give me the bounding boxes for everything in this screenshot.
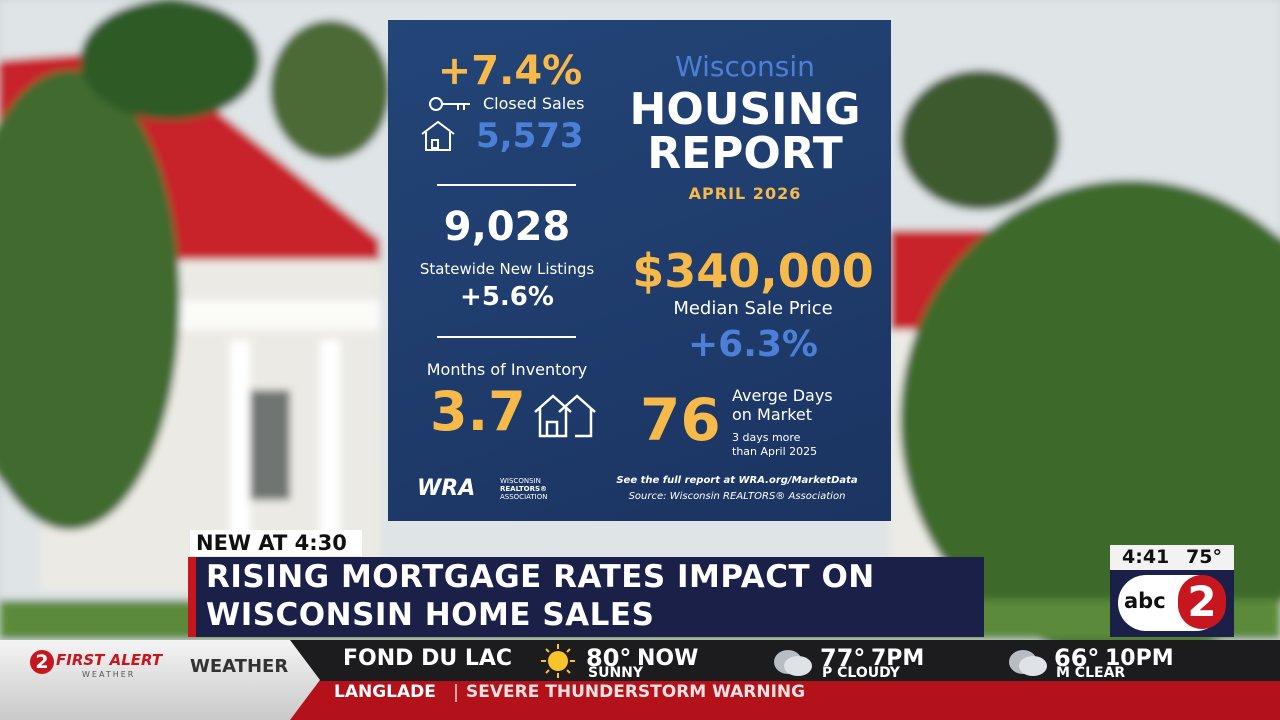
temperature: 75°	[1186, 546, 1222, 568]
title-date: APRIL 2026	[688, 184, 802, 203]
channel: 2	[1178, 575, 1226, 629]
network: abc	[1124, 589, 1166, 613]
new-listings-change: +5.6%	[460, 282, 554, 312]
key-house-icon	[421, 97, 470, 151]
cloud-icon	[1009, 650, 1047, 676]
wra-logo-text: WISCONSIN	[500, 477, 541, 485]
headline: WISCONSIN HOME SALES	[206, 597, 655, 633]
new-listings-value: 9,028	[443, 204, 571, 250]
logo-sub: WEATHER	[82, 670, 136, 679]
logo-text: FIRST ALERT	[56, 651, 163, 669]
closed-sales-change: +7.4%	[437, 48, 583, 94]
wra-logo: WRA	[417, 476, 476, 501]
divider	[437, 336, 576, 338]
inventory-label: Months of Inventory	[426, 360, 588, 379]
alert-text: SEVERE THUNDERSTORM WARNING	[466, 682, 806, 702]
headline: RISING MORTGAGE RATES IMPACT ON	[206, 559, 875, 595]
title-line1: HOUSING	[629, 84, 861, 135]
infographic: +7.4% Closed Sales 5,573 9,028 Statewide…	[388, 20, 891, 521]
houses-icon	[534, 394, 596, 438]
footer-source: Source: Wisconsin REALTORS® Association	[628, 491, 846, 502]
forecast-time: 7PM	[871, 646, 925, 671]
forecast-condition: M CLEAR	[1056, 665, 1126, 681]
median-price-value: $340,000	[632, 244, 874, 298]
time-strip	[1110, 545, 1234, 570]
time: 4:41	[1122, 546, 1170, 568]
days-note: 3 days more	[732, 431, 801, 444]
forecast-time: 10PM	[1105, 646, 1174, 671]
forecast-condition: P CLOUDY	[822, 665, 900, 681]
new-listings-label: Statewide New Listings	[419, 260, 595, 278]
ticker-logo-area	[0, 640, 320, 720]
forecast-temp: 80°	[586, 644, 632, 672]
days-value: 76	[640, 386, 721, 454]
news-tag: NEW AT 4:30	[190, 530, 362, 556]
title-state: Wisconsin	[675, 50, 815, 83]
wra-logo-text: ASSOCIATION	[500, 493, 548, 501]
days-note: than April 2025	[732, 445, 818, 458]
inventory-value: 3.7	[430, 380, 526, 443]
forecast-condition: SUNNY	[588, 665, 644, 681]
cloud-icon	[774, 650, 812, 676]
headline-box: RISING MORTGAGE RATES IMPACT ON WISCONSI…	[188, 557, 984, 637]
days-label: Averge Days	[732, 386, 833, 405]
separator	[455, 684, 457, 702]
forecast-temp: 77°	[820, 644, 866, 672]
title-line2: REPORT	[647, 128, 843, 179]
forecast-temp: 66°	[1054, 644, 1100, 672]
median-price-label: Median Sale Price	[673, 298, 833, 319]
section: WEATHER	[190, 656, 289, 677]
sun-icon	[541, 644, 575, 678]
forecast-time: NOW	[637, 646, 699, 671]
city: FOND DU LAC	[343, 646, 513, 671]
closed-sales-label: Closed Sales	[483, 94, 585, 113]
footer-link: See the full report at WRA.org/MarketDat…	[616, 475, 858, 486]
logo-number: 2	[30, 650, 54, 674]
closed-sales-value: 5,573	[476, 116, 584, 156]
wra-logo-text: REALTORS®	[500, 485, 548, 493]
days-label: on Market	[732, 405, 813, 424]
station-bug: 4:41 75° abc 2	[1110, 545, 1234, 637]
divider	[437, 184, 576, 186]
alert-location: LANGLADE	[334, 682, 436, 702]
median-price-change: +6.3%	[687, 324, 819, 365]
